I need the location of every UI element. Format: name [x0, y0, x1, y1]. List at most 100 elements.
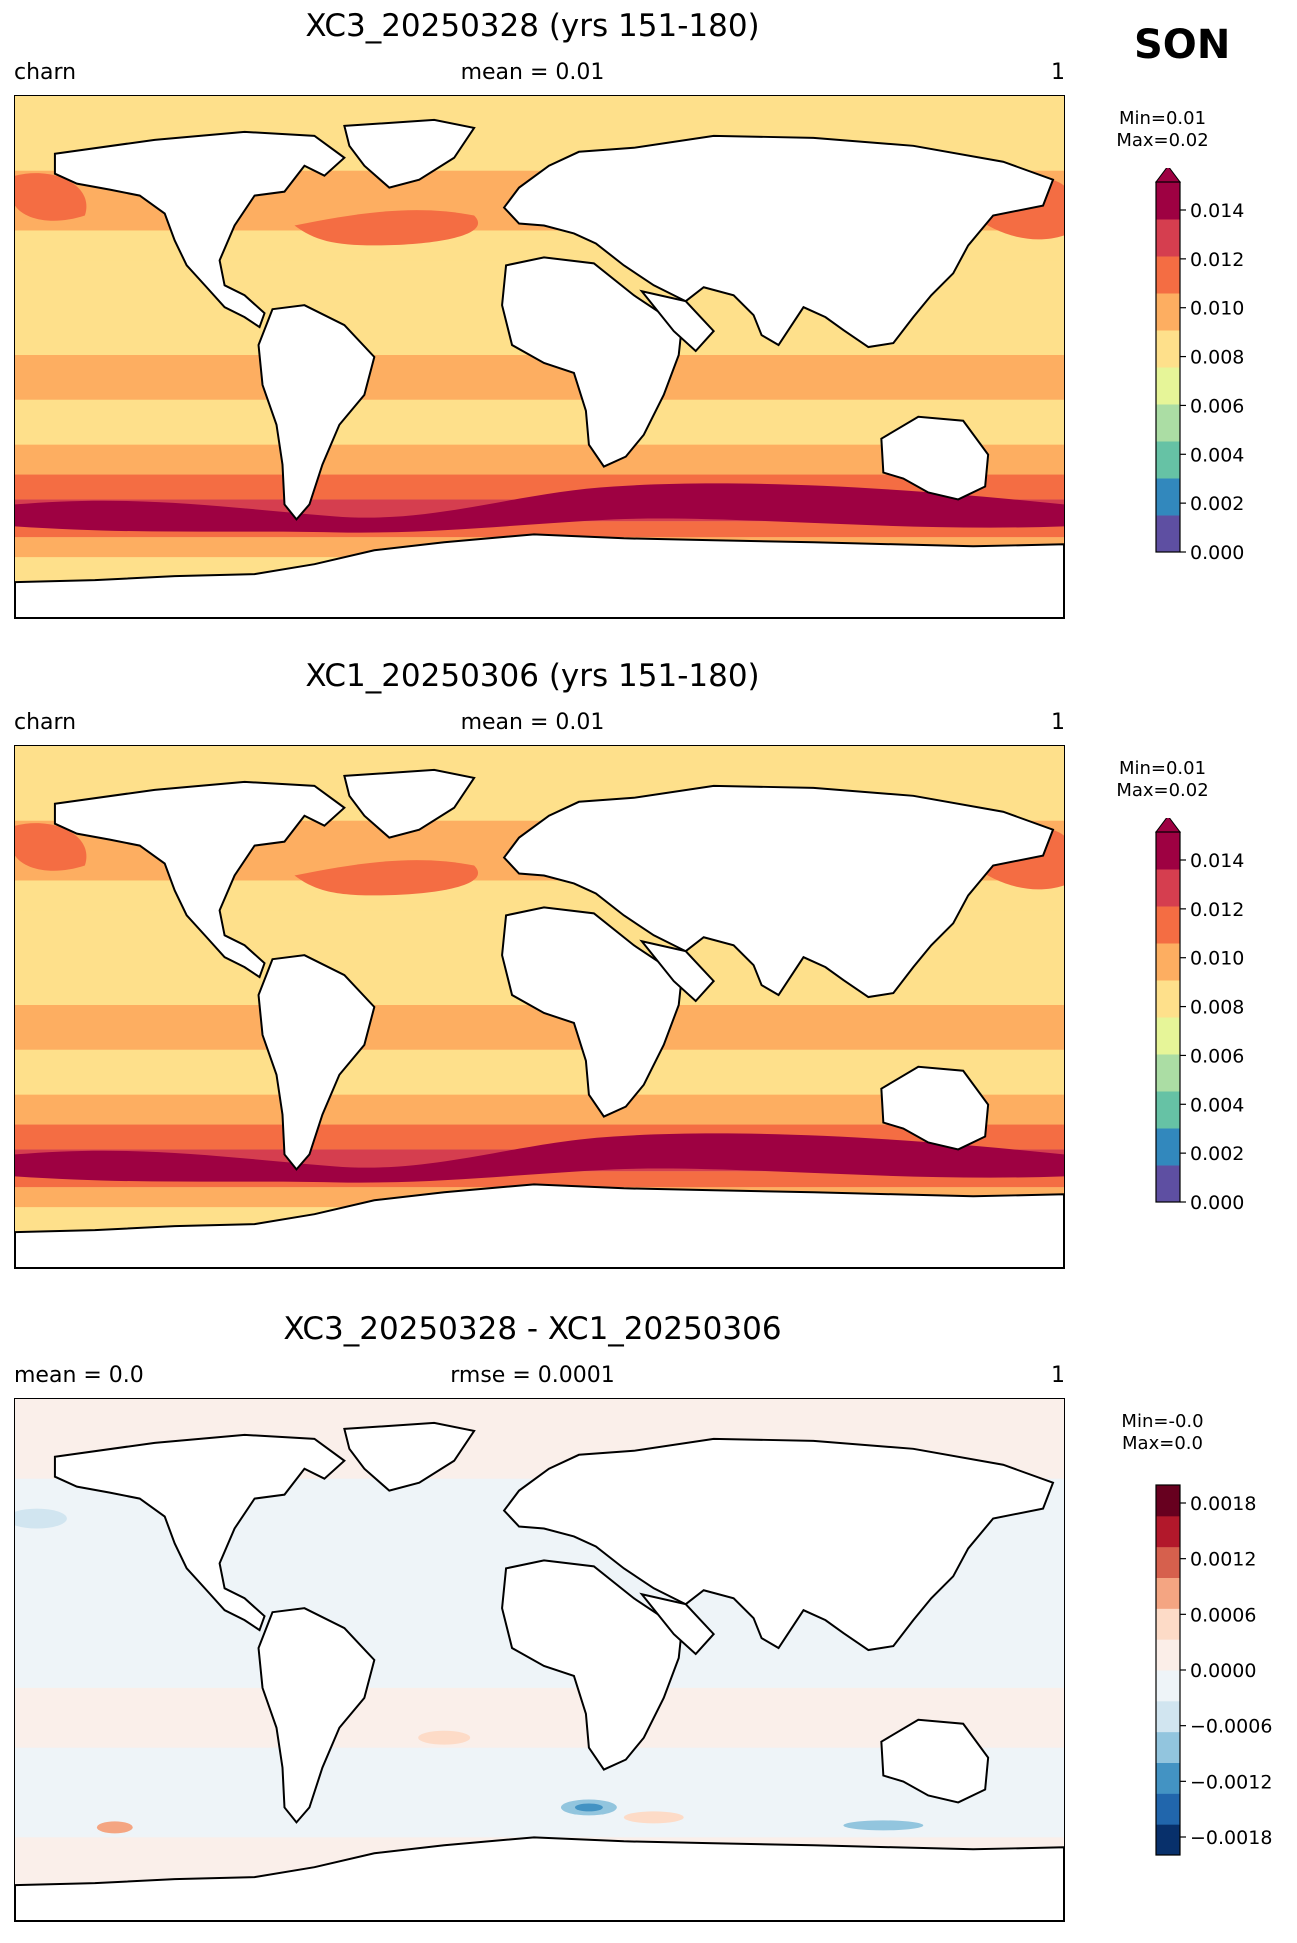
colorbar-segment — [1156, 980, 1180, 1018]
contour-band — [15, 823, 87, 871]
colorbar-tick-label: 0.008 — [1190, 997, 1244, 1019]
colorbar-segment — [1156, 943, 1180, 981]
panel-title: XC3_20250328 (yrs 151-180) — [305, 8, 760, 44]
arabia-landmass — [639, 939, 716, 1003]
contour-band — [843, 1820, 924, 1831]
colorbar-segment — [1156, 1054, 1180, 1092]
panel-xc1: XC1_20250306 (yrs 151-180) charn mean = … — [0, 650, 1297, 1290]
colorbar-segment — [1156, 1515, 1180, 1548]
colorbar-extend-arrow — [1155, 818, 1181, 833]
variable-label: charn — [14, 60, 77, 85]
colorbar-segment — [1156, 1577, 1180, 1609]
colorbar: 0.014 0.012 0.010 0.008 0.006 0.004 0.002 0.000 — [1155, 168, 1295, 568]
colorbar-tick-label: 0.004 — [1190, 1094, 1244, 1116]
colorbar-segment — [1156, 1485, 1180, 1517]
min-label: Min=0.01 — [1118, 108, 1207, 129]
arabia-landmass — [639, 289, 716, 353]
level-label: 1 — [1051, 710, 1065, 735]
contour-band — [574, 1803, 603, 1812]
colorbar-tick-label: 0.008 — [1190, 347, 1244, 369]
greenland-landmass — [343, 768, 476, 839]
colorbar-segment — [1156, 293, 1180, 331]
colorbar-tick-label: 0.014 — [1190, 200, 1244, 222]
colorbar-tick-label: 0.0000 — [1190, 1660, 1256, 1682]
min-max-box: Min=0.01 Max=0.02 — [1110, 758, 1215, 802]
colorbar-tick-label: 0.014 — [1190, 850, 1244, 872]
colorbar-tick-label: 0.010 — [1190, 948, 1244, 970]
mean-label: mean = 0.0 — [14, 1363, 144, 1388]
colorbar-extend-arrow — [1155, 168, 1181, 183]
greenland-landmass — [343, 1421, 476, 1492]
panel-xc3: XC3_20250328 (yrs 151-180) charn mean = … — [0, 0, 1297, 640]
colorbar-segment — [1156, 1793, 1180, 1825]
north-america-landmass — [53, 1433, 346, 1632]
season-label: SON — [1134, 22, 1231, 68]
contour-band — [15, 1133, 1064, 1183]
antarctica-landmass — [15, 1183, 1064, 1268]
africa-landmass — [501, 256, 683, 468]
africa-landmass — [501, 906, 683, 1118]
colorbar-tick-label: 0.002 — [1190, 1143, 1244, 1165]
rmse-label: rmse = 0.0001 — [450, 1363, 615, 1388]
colorbar-tick-label: 0.012 — [1190, 899, 1244, 921]
map-plot — [14, 95, 1065, 619]
max-label: Max=0.02 — [1116, 780, 1209, 801]
colorbar-segment — [1156, 478, 1180, 516]
australia-landmass — [880, 415, 990, 501]
mean-label: mean = 0.01 — [460, 60, 605, 85]
colorbar-tick-label: 0.0006 — [1190, 1604, 1256, 1626]
colorbar-segment — [1156, 1546, 1180, 1578]
panel-title: XC1_20250306 (yrs 151-180) — [305, 658, 760, 694]
colorbar-segment — [1156, 404, 1180, 442]
map-plot — [14, 1398, 1065, 1922]
colorbar-tick-label: 0.010 — [1190, 298, 1244, 320]
colorbar-tick-label: −0.0012 — [1190, 1771, 1272, 1793]
south-america-landmass — [257, 304, 376, 521]
australia-landmass — [880, 1065, 990, 1151]
north-america-landmass — [53, 130, 346, 329]
colorbar-tick-label: 0.012 — [1190, 249, 1244, 271]
colorbar-segment — [1156, 1608, 1180, 1640]
mean-label: mean = 0.01 — [460, 710, 605, 735]
contour-band — [15, 355, 1064, 400]
arabia-landmass — [639, 1592, 716, 1656]
colorbar-tick-label: 0.006 — [1190, 395, 1244, 417]
colorbar-segment — [1156, 869, 1180, 907]
colorbar-segment — [1156, 1017, 1180, 1055]
antarctica-landmass — [15, 1836, 1064, 1921]
colorbar-segment — [1156, 1165, 1180, 1203]
level-label: 1 — [1051, 1363, 1065, 1388]
contour-band — [15, 173, 87, 221]
colorbar-segment — [1156, 219, 1180, 257]
colorbar-segment — [1156, 1128, 1180, 1166]
colorbar-tick-label: 0.0012 — [1190, 1549, 1256, 1571]
panel-difference: XC3_20250328 - XC1_20250306 mean = 0.0 r… — [0, 1303, 1297, 1943]
colorbar-segment — [1156, 1670, 1180, 1702]
north-america-landmass — [53, 780, 346, 979]
map-plot — [14, 745, 1065, 1269]
eurasia-landmass — [502, 1437, 1055, 1652]
colorbar-tick-label: 0.000 — [1190, 542, 1244, 564]
colorbar-segment — [1156, 1731, 1180, 1763]
colorbar: 0.014 0.012 0.010 0.008 0.006 0.004 0.002 0.000 — [1155, 818, 1295, 1218]
antarctica-landmass — [15, 533, 1064, 618]
south-america-landmass — [257, 954, 376, 1171]
colorbar-frame — [1155, 831, 1181, 1203]
min-label: Min=-0.0 — [1121, 1411, 1204, 1432]
contour-band — [418, 1730, 471, 1745]
colorbar-tick-label: 0.004 — [1190, 444, 1244, 466]
contour-band — [15, 1005, 1064, 1050]
colorbar-tick-label: −0.0018 — [1190, 1827, 1272, 1849]
contour-band — [15, 1508, 67, 1529]
contour-band — [15, 483, 1064, 533]
colorbar-segment — [1156, 1824, 1180, 1856]
colorbar-tick-label: 0.000 — [1190, 1192, 1244, 1214]
colorbar-segment — [1156, 441, 1180, 479]
colorbar: 0.0018 0.0012 0.0006 0.0000 −0.0006 −0.0012 −0… — [1155, 1471, 1295, 1871]
level-label: 1 — [1051, 60, 1065, 85]
contour-band — [623, 1811, 684, 1824]
colorbar-tick-label: 0.0018 — [1190, 1493, 1256, 1515]
colorbar-segment — [1156, 1700, 1180, 1733]
australia-landmass — [880, 1718, 990, 1804]
colorbar-segment — [1156, 1762, 1180, 1794]
